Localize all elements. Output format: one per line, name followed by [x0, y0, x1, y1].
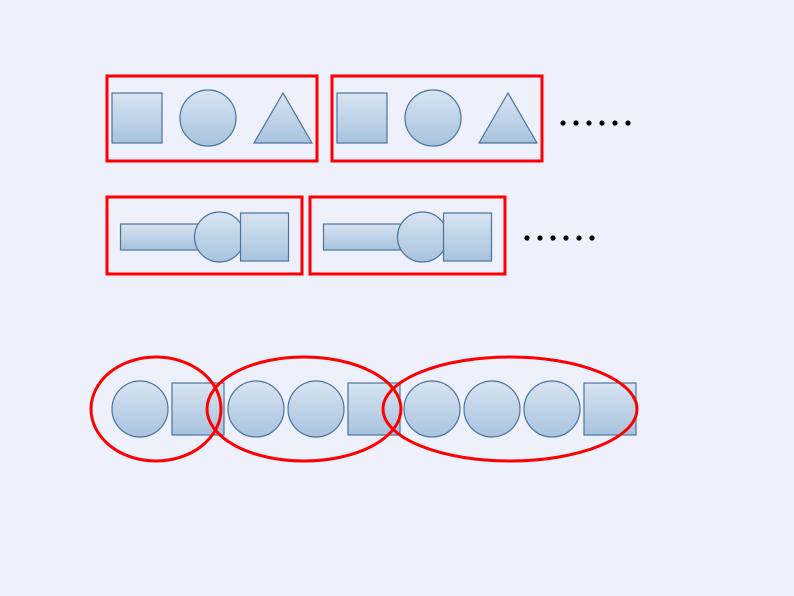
circle-shape	[464, 381, 520, 437]
circle-shape	[112, 381, 168, 437]
circle-shape	[405, 90, 461, 146]
circle-shape	[404, 381, 460, 437]
circle-shape	[180, 90, 236, 146]
rect-shape	[121, 224, 199, 250]
circle-shape	[288, 381, 344, 437]
circle-shape	[195, 212, 245, 262]
background	[0, 0, 794, 596]
rect-shape	[324, 224, 402, 250]
pattern-diagram	[0, 0, 794, 596]
circle-shape	[398, 212, 448, 262]
circle-shape	[524, 381, 580, 437]
circle-shape	[228, 381, 284, 437]
square-shape	[241, 213, 289, 261]
square-shape	[444, 213, 492, 261]
square-shape	[112, 93, 162, 143]
square-shape	[337, 93, 387, 143]
